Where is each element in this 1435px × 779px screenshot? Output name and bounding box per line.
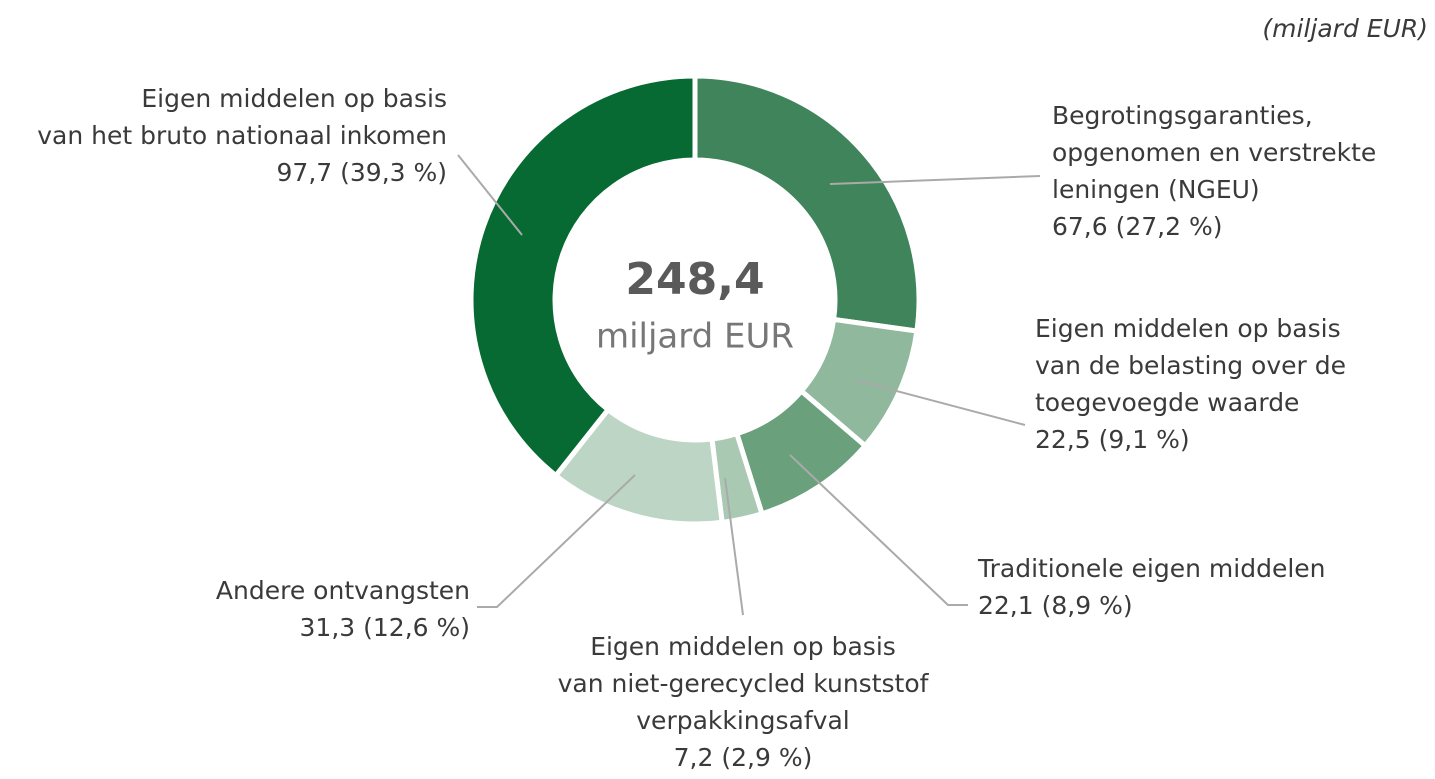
- slice-label: Traditionele eigen middelen: [977, 554, 1326, 583]
- leader-line: [724, 477, 744, 616]
- unit-note: (miljard EUR): [1262, 14, 1428, 43]
- leader-line: [829, 175, 1041, 185]
- leader-line: [789, 454, 968, 606]
- slice-label: toegevoegde waarde: [1035, 388, 1299, 417]
- leader-line: [854, 379, 1026, 426]
- center-total: 248,4: [625, 254, 764, 305]
- slice-label: Eigen middelen op basis: [141, 84, 447, 113]
- slice-label: Eigen middelen op basis: [590, 632, 896, 661]
- leader-line: [457, 154, 523, 236]
- slice-label: leningen (NGEU): [1052, 175, 1260, 204]
- slice-label: Andere ontvangsten: [216, 576, 470, 605]
- value-label: 7,2 (2,9 %): [674, 743, 813, 772]
- value-label: 31,3 (12,6 %): [300, 613, 470, 642]
- slice-label: van het bruto nationaal inkomen: [37, 121, 447, 150]
- donut-slice: [692, 73, 922, 334]
- slice-label: Begrotingsgaranties,: [1052, 101, 1313, 130]
- slice-label: Eigen middelen op basis: [1035, 314, 1341, 343]
- value-label: 22,1 (8,9 %): [978, 591, 1133, 620]
- slice-label: opgenomen en verstrekte: [1052, 138, 1376, 167]
- slice-label: verpakkingsafval: [636, 706, 849, 735]
- leader-line: [477, 474, 636, 608]
- value-label: 67,6 (27,2 %): [1052, 212, 1222, 241]
- slice-label: van de belasting over de: [1035, 351, 1346, 380]
- slice-label: van niet-gerecycled kunststof: [558, 669, 930, 698]
- value-label: 22,5 (9,1 %): [1035, 425, 1190, 454]
- value-label: 97,7 (39,3 %): [277, 158, 447, 187]
- center-unit: miljard EUR: [596, 317, 794, 357]
- donut-slice: [468, 73, 698, 480]
